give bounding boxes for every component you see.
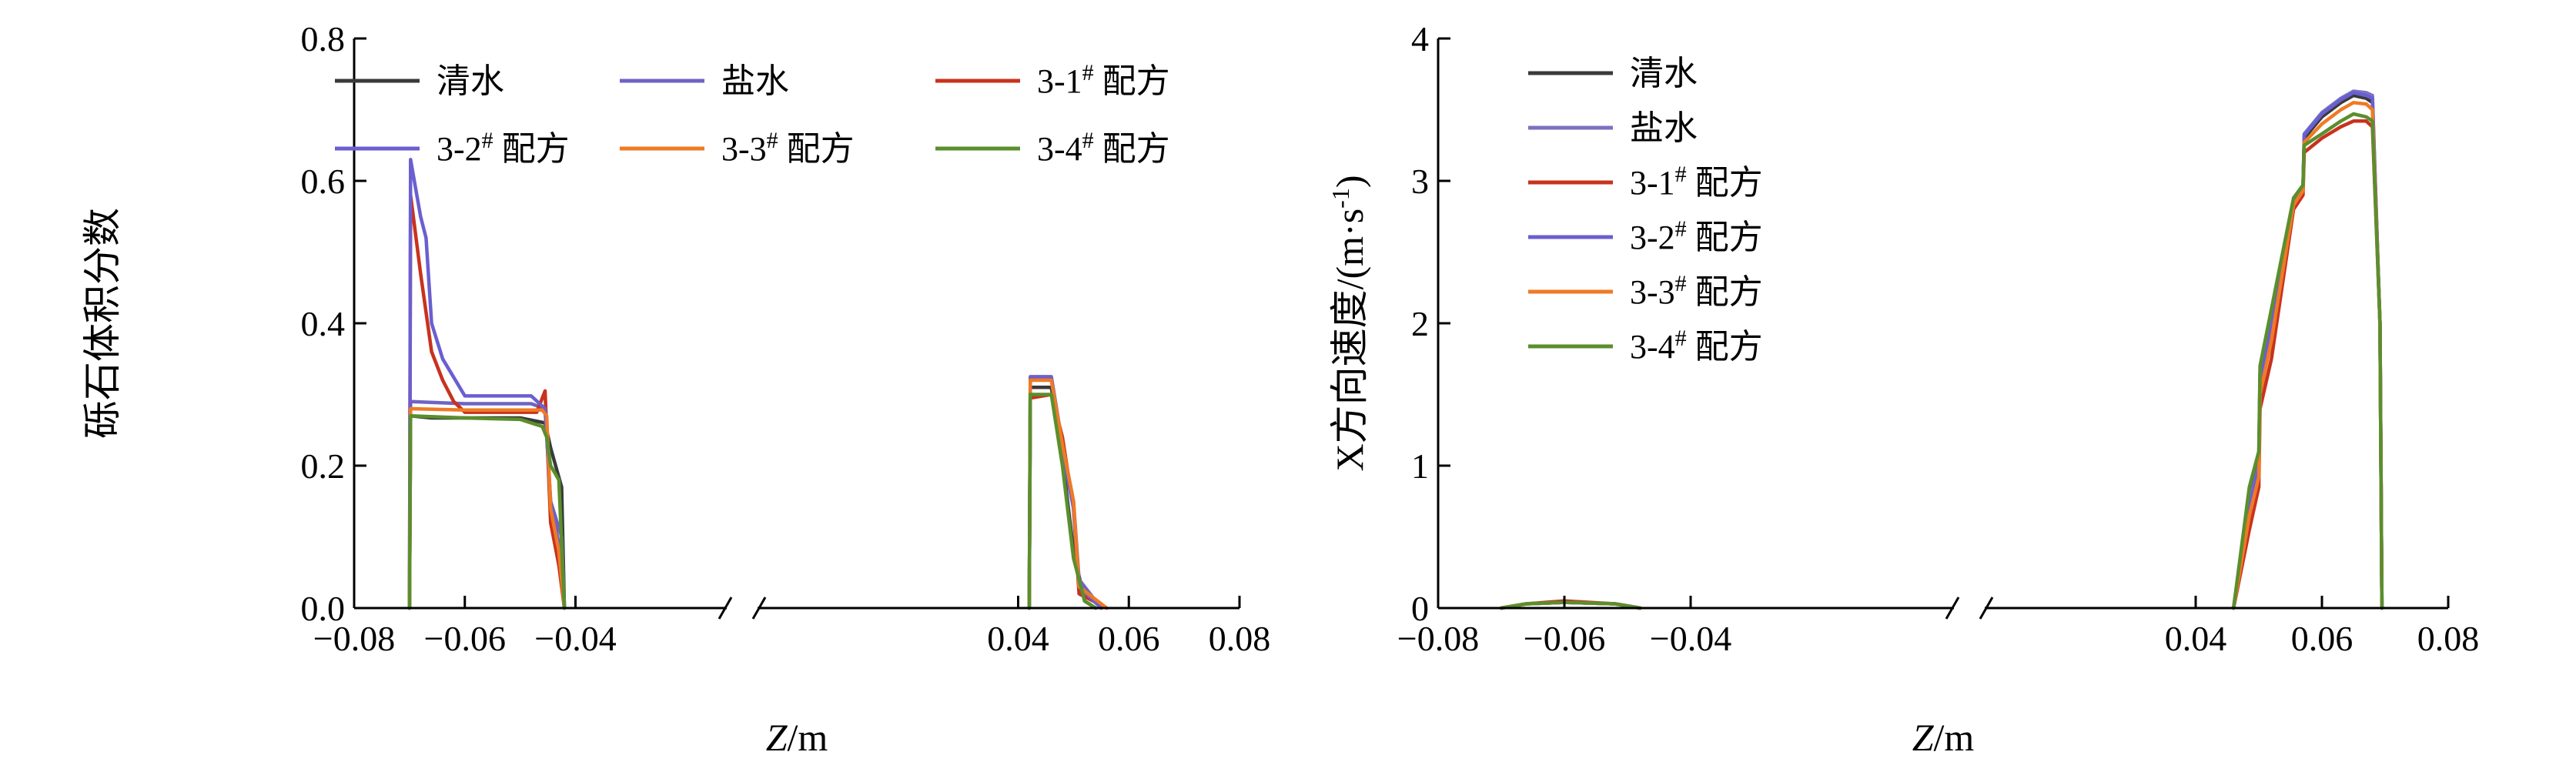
y-axis-title: X方向速度/(m·s-1) [1326,175,1371,472]
legend-label-1: 清水 [437,62,504,100]
y-tick-label: 0.0 [301,589,346,628]
legend-label-4: 3-2# 配方 [437,128,570,169]
series-line-1-right [1027,386,1098,610]
legend-label-3: 3-1# 配方 [1037,60,1170,101]
x-tick-label: 0.06 [1098,619,1160,658]
x-tick-label: 0.08 [2417,619,2480,658]
y-tick-label: 4 [1411,19,1429,58]
series-line-2-right [2231,89,2384,610]
series-line-1-left [407,414,567,610]
series-line-4-left [407,158,567,610]
series-line-2-left [407,399,567,610]
legend-label-4: 3-2# 配方 [1630,216,1763,257]
axis-break-mark [1979,597,1994,620]
x-tick-label: 0.06 [2291,619,2354,658]
y-tick-label: 3 [1411,162,1429,201]
y-tick-label: 0.8 [301,19,346,58]
x-tick-label: −0.04 [1650,619,1731,658]
series-line-6-right [1027,393,1098,610]
y-tick-label: 2 [1411,304,1429,343]
series-line-5-right [2231,101,2384,610]
x-tick-label: −0.08 [1397,619,1479,658]
series-line-5-right [1027,378,1109,610]
legend-label-5: 3-3# 配方 [1630,271,1763,312]
axis-break-mark [751,597,767,620]
y-tick-label: 0.2 [301,446,346,486]
x-tick-label: −0.06 [1524,619,1605,658]
x-tick-label: 0.04 [987,619,1049,658]
series-line-6-left [407,414,567,610]
x-tick-label: −0.04 [534,619,616,658]
x-tick-label: 0.08 [1209,619,1271,658]
x-tick-label: 0.04 [2165,619,2227,658]
series-line-3-left [407,193,567,610]
x-tick-label: −0.06 [424,619,506,658]
y-axis-title: 砾石体积分数 [81,208,124,439]
x-axis-title: Z/m [766,716,828,759]
series-line-5-left [407,406,567,610]
legend-label-1: 清水 [1630,55,1698,92]
series-line-6-right [2231,112,2384,610]
series-line-4-right [2231,91,2384,610]
chart-panel-right: 0 1 2 3 4 −0.08 −0.06 −0.04 0.04 0.06 0.08 Z/m X方向速度… [1326,19,2479,759]
x-axis-title: Z/m [1912,716,1975,759]
legend-label-3: 3-1# 配方 [1630,162,1763,202]
legend-label-6: 3-4# 配方 [1630,326,1763,366]
y-tick-label: 1 [1411,446,1429,486]
legend-label-2: 盐水 [721,62,789,100]
y-tick-label: 0 [1411,589,1429,628]
legend-label-6: 3-4# 配方 [1037,128,1170,169]
x-tick-label: −0.08 [313,619,395,658]
legend-label-2: 盐水 [1630,109,1698,147]
axis-break-mark [1945,597,1960,620]
y-tick-label: 0.6 [301,162,346,201]
chart-panel-left: 0.0 0.2 0.4 0.6 0.8 −0.08 −0.06 −0.04 0.04 0.06 0.… [81,19,1270,759]
legend-label-5: 3-3# 配方 [721,128,855,169]
axis-break-mark [718,597,733,620]
y-tick-label: 0.4 [301,304,346,343]
series-line-3-right [2231,119,2384,610]
series-line-1-right [2231,93,2384,610]
